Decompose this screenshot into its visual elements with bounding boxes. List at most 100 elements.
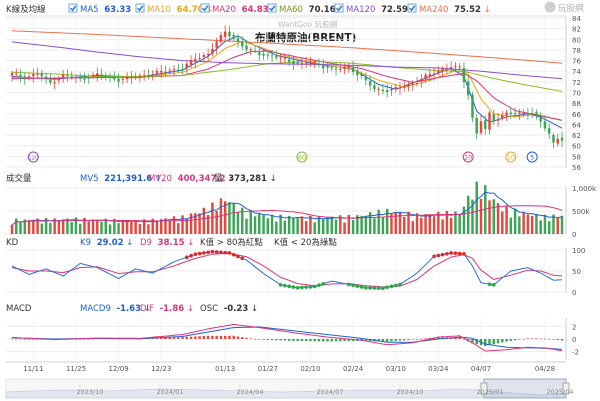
navigator-left-handle[interactable]: [480, 382, 488, 395]
volume-bar: [32, 221, 35, 234]
volume-bar: [172, 216, 176, 234]
candle-body: [403, 86, 406, 88]
legend-mv5-value: 221,391.6: [104, 174, 152, 184]
candle-body: [168, 70, 171, 72]
volume-bar: [475, 181, 478, 234]
osc-bar: [317, 339, 321, 342]
osc-bar: [91, 338, 95, 340]
osc-bar: [104, 338, 108, 340]
osc-bar: [223, 335, 227, 339]
legend-ma10[interactable]: MA10 64.70 ↓: [135, 3, 213, 15]
legend-ma20-check-icon: [202, 5, 209, 12]
candle-body: [420, 79, 423, 82]
volume-bar: [262, 215, 265, 234]
legend-ma120-check-icon: [336, 5, 343, 12]
candle-body: [484, 120, 487, 129]
osc-bar: [454, 337, 457, 339]
legend-ma240-checkbox[interactable]: [407, 3, 417, 13]
candle-body: [317, 63, 321, 66]
osc-bar: [211, 335, 214, 339]
ma120-line: [11, 41, 563, 80]
d9-line: [11, 252, 563, 288]
osc-bar: [262, 339, 265, 340]
volume-bar: [228, 202, 231, 234]
candle-body: [155, 70, 159, 74]
legend-ma10-checkbox[interactable]: [135, 3, 145, 13]
price-y-tick-label: 72: [572, 79, 581, 87]
legend-ma5-checkbox[interactable]: [68, 3, 78, 13]
candle-body: [113, 77, 116, 80]
price-legend-label: K線及均線: [6, 4, 46, 15]
osc-bar: [215, 335, 218, 339]
candle-body: [304, 63, 308, 65]
legend-ma5[interactable]: MA5 63.33 ↓: [68, 3, 141, 15]
volume-bar: [407, 211, 410, 234]
candle-body: [432, 73, 436, 75]
candle-body: [437, 70, 440, 73]
legend-ma20-checkbox[interactable]: [200, 3, 210, 13]
volume-bar: [155, 221, 159, 234]
kd-red-dot: [449, 251, 453, 255]
legend-ma60-checkbox[interactable]: [267, 3, 277, 13]
candle-body: [189, 59, 193, 65]
navigator-right-handle[interactable]: [562, 382, 570, 395]
legend-ma240[interactable]: MA240 75.52 ↓: [407, 3, 491, 15]
volume-bar: [108, 224, 112, 234]
dif-line: [11, 323, 563, 352]
legend-d9-arrow: ↓: [187, 238, 194, 248]
osc-bar: [552, 339, 555, 340]
x-axis-tick-label: 01/27: [258, 365, 278, 373]
candle-body: [27, 76, 31, 78]
osc-bar: [526, 338, 530, 339]
badge-circle: [296, 151, 308, 163]
osc-bar: [258, 339, 261, 340]
kd-lines: [11, 251, 563, 289]
volume-bar: [415, 213, 419, 234]
legend-volume-arrow: ↓: [270, 174, 277, 184]
osc-bar: [287, 339, 291, 341]
osc-bar: [100, 338, 103, 340]
osc-bar: [164, 337, 167, 339]
osc-bar: [96, 338, 99, 340]
candle-body: [10, 73, 14, 76]
svg-text:K9 29.02 ↓: K9 29.02 ↓: [80, 238, 133, 248]
candle-body: [449, 67, 453, 69]
volume-bar: [471, 199, 474, 234]
candle-body: [100, 74, 103, 76]
svg-text:D9 38.15 ↓: D9 38.15 ↓: [140, 238, 194, 248]
range-navigator[interactable]: 2023/10 2024/01 2024/04 2024/07 2024/10 2025/…: [5, 378, 574, 399]
volume-bar: [138, 224, 142, 234]
osc-bar: [155, 338, 159, 339]
candle-body: [373, 85, 376, 89]
volume-bar: [505, 206, 508, 234]
volume-bar: [283, 220, 287, 234]
kd-red-dot: [197, 251, 202, 256]
candle-body: [526, 113, 530, 115]
kd-green-dot: [364, 286, 368, 290]
osc-bar: [296, 339, 299, 341]
osc-bar: [249, 338, 252, 339]
legend-ma20-value: 64.83: [242, 5, 269, 15]
legend-d9-name: D9: [140, 238, 152, 248]
legend-ma20[interactable]: MA20 64.83 ↓: [200, 3, 278, 15]
osc-bar: [279, 339, 282, 341]
volume-bar: [49, 223, 52, 234]
legend-ma120-checkbox[interactable]: [334, 3, 344, 13]
volume-bar: [530, 216, 534, 234]
ma5-line: [11, 35, 563, 129]
candle-body: [351, 66, 355, 72]
candle-body: [407, 84, 410, 87]
osc-bar: [194, 336, 197, 339]
osc-bar: [385, 339, 389, 342]
legend-ma120[interactable]: MA120 72.59 ↓: [334, 3, 418, 15]
legend-ma60[interactable]: MA60 70.16 ↓: [267, 3, 345, 15]
volume-bar: [159, 219, 163, 234]
candle-body: [270, 55, 274, 57]
volume-bar: [66, 218, 69, 234]
candle-body: [326, 66, 329, 68]
volume-bar: [198, 213, 201, 234]
legend-osc-value: -0.23: [224, 304, 249, 314]
candle-body: [552, 135, 555, 143]
volume-y-tick-label: 1,000k: [572, 185, 597, 193]
volume-bar: [223, 201, 227, 234]
